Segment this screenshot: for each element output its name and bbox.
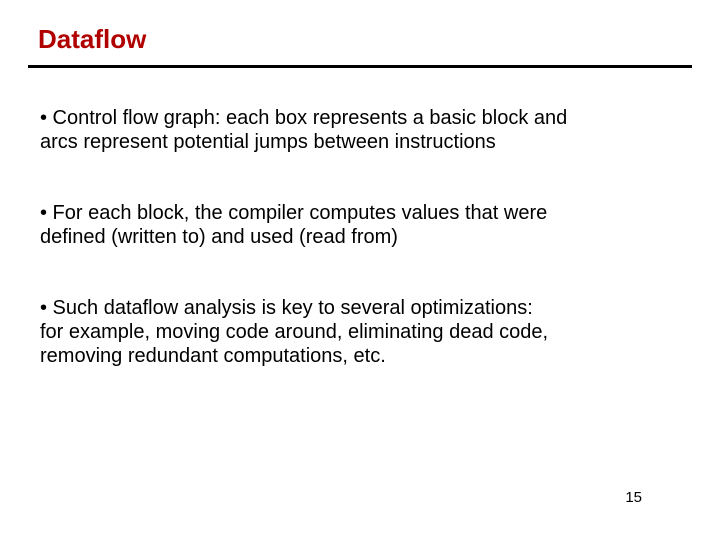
slide: Dataflow • Control flow graph: each box … bbox=[0, 0, 720, 540]
bullet-line: for example, moving code around, elimina… bbox=[40, 320, 682, 344]
bullet-item: • For each block, the compiler computes … bbox=[40, 201, 682, 250]
bullet-item: • Control flow graph: each box represent… bbox=[40, 106, 682, 155]
bullet-text: • Such dataflow analysis is key to sever… bbox=[40, 296, 682, 369]
bullet-text: • For each block, the compiler computes … bbox=[40, 201, 682, 250]
bullet-text: • Control flow graph: each box represent… bbox=[40, 106, 682, 155]
bullet-line: arcs represent potential jumps between i… bbox=[40, 130, 682, 154]
bullet-line: • Control flow graph: each box represent… bbox=[40, 106, 682, 130]
slide-body: • Control flow graph: each box represent… bbox=[38, 68, 682, 369]
bullet-line: • For each block, the compiler computes … bbox=[40, 201, 682, 225]
bullet-line: • Such dataflow analysis is key to sever… bbox=[40, 296, 682, 320]
bullet-line: removing redundant computations, etc. bbox=[40, 344, 682, 368]
bullet-item: • Such dataflow analysis is key to sever… bbox=[40, 296, 682, 369]
page-number: 15 bbox=[625, 489, 642, 506]
bullet-line: defined (written to) and used (read from… bbox=[40, 225, 682, 249]
slide-title: Dataflow bbox=[38, 24, 682, 55]
